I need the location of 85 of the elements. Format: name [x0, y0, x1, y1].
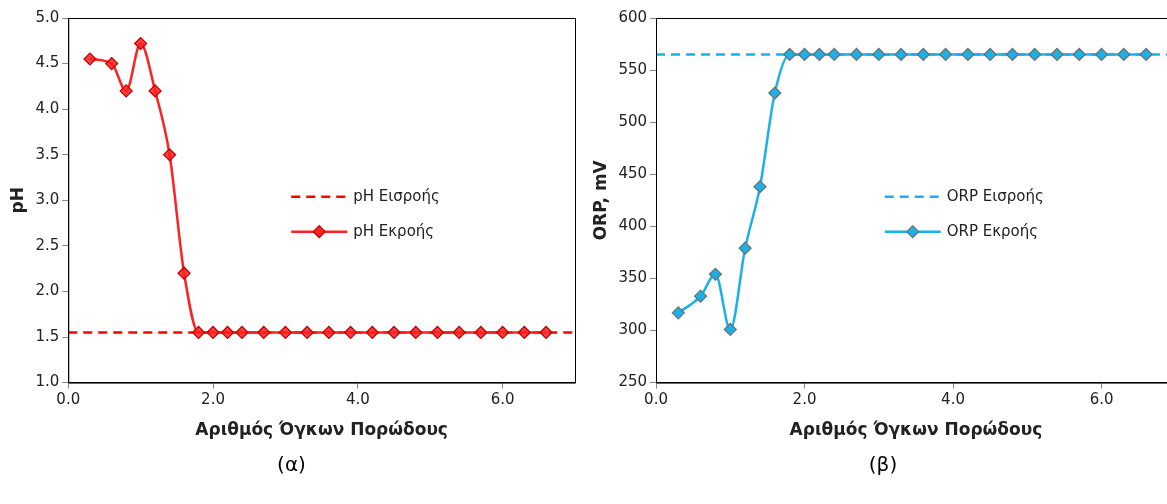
point [235, 325, 249, 340]
point [812, 47, 826, 62]
point [723, 322, 737, 337]
x-axis-title: Αριθμός Όγκων Πορώδους [195, 419, 448, 440]
point [343, 325, 358, 340]
point [1005, 47, 1020, 62]
point [961, 47, 975, 62]
y-tick-label: 3.0 [35, 190, 60, 209]
x-tick-label: 6.0 [1089, 390, 1114, 409]
point [177, 266, 191, 280]
point [1094, 47, 1109, 62]
point [148, 84, 162, 98]
y-tick-label: 1.5 [35, 326, 60, 345]
y-tick-label: 1.0 [35, 372, 60, 391]
point [409, 325, 423, 340]
point [278, 325, 293, 340]
point [894, 47, 908, 62]
y-tick-label: 5.0 [35, 7, 60, 26]
point [1050, 47, 1064, 62]
legend-label: ORP Εκροής [946, 221, 1039, 240]
x-tick-label: 4.0 [941, 390, 965, 409]
y-tick-label: 450 [618, 164, 648, 183]
y-tick-label: 2.0 [35, 281, 60, 300]
point [671, 306, 685, 320]
point [517, 325, 531, 340]
point [539, 325, 553, 340]
point [1028, 47, 1042, 62]
point [452, 325, 466, 340]
point [322, 325, 336, 340]
point [206, 325, 220, 340]
point [753, 180, 767, 194]
y-axis-title: ORP, mV [589, 159, 610, 241]
point [939, 47, 953, 62]
y-tick-label: 4.5 [35, 53, 60, 72]
y-tick-label: 2.5 [35, 235, 60, 254]
point [257, 325, 271, 340]
x-tick-label: 4.0 [345, 390, 370, 409]
text: (α) [276, 452, 307, 476]
point [827, 47, 841, 62]
point [738, 241, 752, 255]
point [1117, 47, 1131, 62]
point [916, 47, 930, 62]
y-tick-label: 300 [618, 320, 648, 339]
point [496, 325, 510, 340]
y-tick-label: 250 [618, 372, 648, 391]
x-tick-label: 0.0 [56, 390, 81, 409]
point [220, 325, 235, 340]
point [119, 84, 133, 98]
point [1072, 47, 1086, 62]
x-axis-title: Αριθμός Όγκων Πορώδους [789, 419, 1043, 440]
point [693, 289, 708, 303]
point [105, 56, 119, 71]
x-tick-label: 0.0 [644, 390, 668, 409]
x-tick-label: 2.0 [201, 390, 225, 409]
point [872, 47, 886, 62]
legend-label: pH Εκροής [353, 221, 435, 240]
point [708, 267, 723, 281]
point [1139, 47, 1153, 62]
y-tick-label: 400 [618, 216, 648, 235]
point [134, 36, 148, 51]
point [365, 325, 379, 340]
point [83, 52, 97, 66]
point [768, 86, 782, 100]
y-tick-label: 550 [618, 59, 648, 78]
point [783, 47, 797, 62]
y-tick-label: 600 [618, 7, 648, 26]
point [983, 47, 997, 62]
legend-label: pH Εισροής [353, 186, 440, 205]
text: (β) [867, 452, 899, 476]
point [191, 325, 206, 340]
y-tick-label: 4.0 [35, 99, 60, 118]
point [163, 148, 177, 162]
y-tick-label: 3.5 [35, 144, 60, 163]
x-tick-label: 6.0 [490, 390, 515, 409]
point [797, 47, 812, 62]
point [387, 325, 401, 340]
legend-label: ORP Εισροής [946, 186, 1044, 205]
point [300, 325, 314, 340]
point [430, 325, 445, 340]
point [474, 325, 488, 340]
y-axis-title: pH [6, 187, 27, 214]
y-tick-label: 500 [618, 112, 648, 131]
point [849, 47, 864, 62]
x-tick-label: 2.0 [792, 390, 817, 409]
y-tick-label: 350 [618, 268, 648, 287]
